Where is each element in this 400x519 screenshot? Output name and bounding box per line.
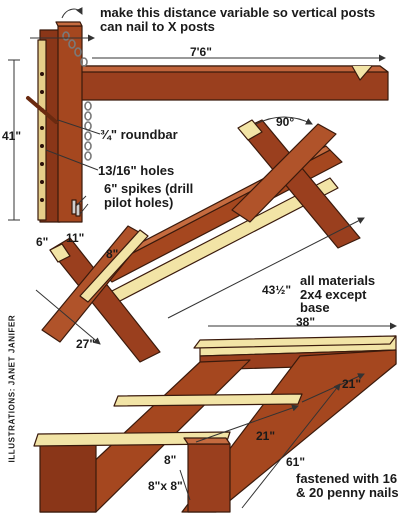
illustration-credit: ILLUSTRATIONS: JANET JANIFER	[7, 314, 17, 463]
long-brace-label: 43½"	[262, 283, 292, 297]
leader-lines	[45, 119, 101, 215]
front-x-leg-1	[49, 237, 161, 363]
base-length-label: 61"	[286, 455, 306, 469]
base-small-label: 8"	[164, 453, 177, 467]
right-angle-arc	[255, 116, 313, 125]
brace-b-label: 11"	[66, 231, 85, 245]
materials-label: all materials 2x4 except base	[300, 273, 376, 316]
x-width-dim	[35, 289, 101, 345]
fastened-label: fastened with 16 & 20 penny nails	[296, 471, 399, 500]
post-height-label: 41"	[2, 129, 22, 143]
roundbar-label: ¾" roundbar	[100, 127, 178, 142]
x-sawhorse	[41, 119, 361, 363]
long-brace-dim	[167, 217, 365, 319]
rear-x-leg-2	[231, 123, 337, 223]
beam-length-label: 7'6"	[190, 45, 212, 59]
cross-piece-mid	[113, 393, 303, 407]
front-base-timber	[187, 443, 231, 513]
base-dims	[179, 322, 397, 509]
x-width-label: 27"	[76, 337, 96, 351]
base-width-label: 38"	[296, 315, 316, 329]
base-timber-label: 8"x 8"	[148, 479, 183, 493]
variable-distance-arrow	[30, 7, 95, 42]
base-cross-a-label: 21"	[342, 377, 362, 391]
holes-label: 13/16" holes	[98, 163, 175, 178]
roundbar	[26, 96, 58, 124]
brace-a-label: 8"	[106, 247, 119, 261]
cross-piece-rear	[193, 335, 397, 349]
angle-label: 90°	[276, 115, 295, 129]
base-cross-b-label: 21"	[256, 429, 276, 443]
base-assembly	[33, 335, 397, 513]
post-height-dim	[8, 59, 20, 221]
spikes-label: 6" spikes (drill pilot holes)	[104, 181, 194, 210]
post-width-label: 6"	[36, 235, 49, 249]
chain	[62, 31, 92, 161]
variable-distance-note: make this distance variable so vertical …	[100, 5, 376, 34]
